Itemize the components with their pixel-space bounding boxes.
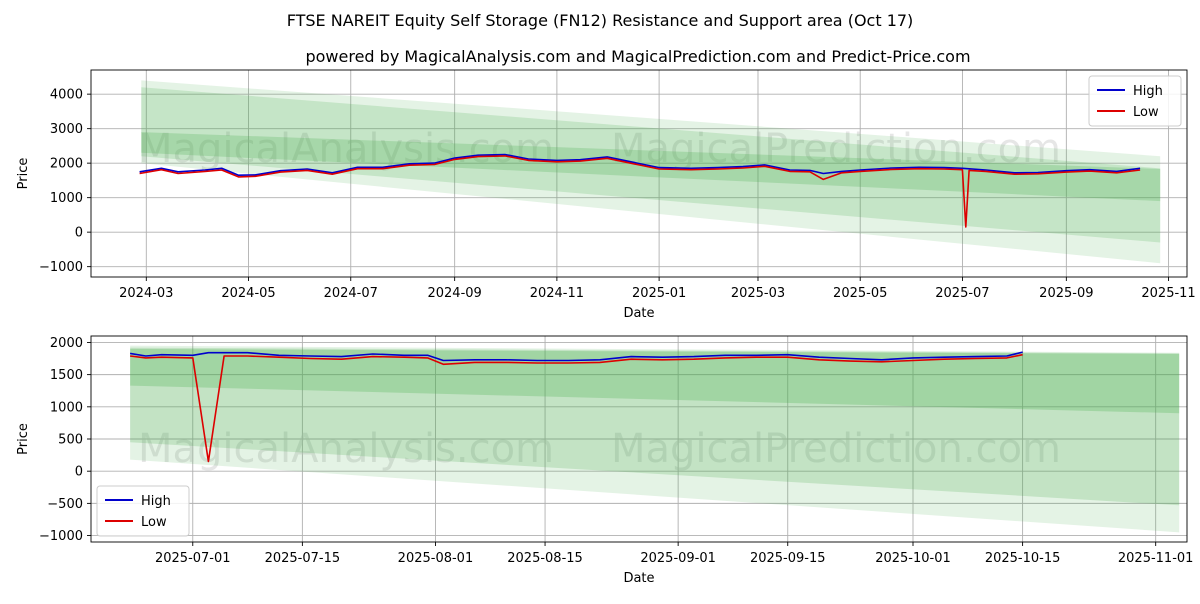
legend-label-low: Low — [1133, 105, 1159, 120]
y-tick-label: 0 — [75, 465, 83, 480]
x-tick-label: 2025-01 — [632, 286, 686, 301]
x-tick-label: 2024-11 — [530, 286, 584, 301]
x-tick-label: 2025-07-15 — [265, 551, 341, 566]
y-tick-label: −1000 — [39, 529, 83, 544]
support-resistance-band — [130, 348, 1180, 414]
watermark-left: MagicalAnalysis.com — [138, 126, 554, 172]
series-line-low — [139, 155, 1141, 228]
x-axis-label: Date — [623, 571, 654, 586]
plot-area — [139, 80, 1161, 264]
watermark-right: MagicalPrediction.com — [611, 426, 1061, 472]
y-tick-label: 0 — [75, 226, 83, 241]
y-tick-label: −1000 — [39, 260, 83, 275]
y-tick-label: 2000 — [50, 336, 83, 351]
series-line-low — [130, 353, 1023, 463]
y-axis-label: Price — [16, 158, 31, 190]
y-tick-label: 3000 — [50, 122, 83, 137]
legend: High Low — [1088, 75, 1182, 127]
legend: High Low — [96, 485, 190, 537]
x-tick-label: 2025-10-15 — [985, 551, 1061, 566]
y-tick-label: 4000 — [50, 88, 83, 103]
y-tick-label: 500 — [58, 433, 83, 448]
y-tick-label: −500 — [47, 497, 83, 512]
chart-subtitle: powered by MagicalAnalysis.com and Magic… — [305, 47, 970, 66]
x-tick-label: 2025-11-01 — [1118, 551, 1194, 566]
x-tick-label: 2025-09-15 — [750, 551, 826, 566]
plot-2: MagicalAnalysis.com MagicalPrediction.com… — [16, 335, 1194, 586]
support-resistance-band — [130, 345, 1180, 533]
y-tick-label: 1000 — [50, 191, 83, 206]
x-tick-label: 2024-05 — [221, 286, 275, 301]
x-tick-label: 2025-09-01 — [640, 551, 716, 566]
y-tick-label: 1000 — [50, 400, 83, 415]
x-tick-label: 2024-07 — [324, 286, 378, 301]
legend-label-low: Low — [141, 515, 167, 530]
x-axis-label: Date — [623, 306, 654, 321]
support-resistance-band — [141, 87, 1161, 243]
x-tick-label: 2025-07 — [935, 286, 989, 301]
plot-area — [129, 345, 1180, 533]
y-axis-label: Price — [16, 423, 31, 455]
support-resistance-band — [130, 347, 1180, 506]
x-tick-label: 2024-03 — [119, 286, 173, 301]
plot-1: MagicalAnalysis.com MagicalPrediction.com… — [16, 69, 1196, 321]
x-tick-label: 2025-10-01 — [875, 551, 951, 566]
support-resistance-band — [141, 80, 1161, 264]
x-tick-label: 2025-03 — [731, 286, 785, 301]
series-line-high — [129, 351, 1023, 362]
x-tick-label: 2025-11 — [1141, 286, 1195, 301]
legend-label-high: High — [1133, 84, 1163, 99]
axes-frame — [90, 69, 1188, 278]
legend-box — [96, 485, 190, 537]
x-tick-label: 2025-07-01 — [155, 551, 231, 566]
y-tick-label: 1500 — [50, 368, 83, 383]
series-line-high — [139, 153, 1141, 176]
x-tick-label: 2025-09 — [1039, 286, 1093, 301]
x-tick-label: 2024-09 — [427, 286, 481, 301]
x-tick-label: 2025-08-15 — [507, 551, 583, 566]
legend-label-high: High — [141, 494, 171, 509]
watermark-right: MagicalPrediction.com — [611, 126, 1061, 172]
chart-title: FTSE NAREIT Equity Self Storage (FN12) R… — [287, 11, 914, 30]
y-tick-label: 2000 — [50, 157, 83, 172]
x-tick-label: 2025-08-01 — [398, 551, 474, 566]
legend-box — [1088, 75, 1182, 127]
x-tick-label: 2025-05 — [833, 286, 887, 301]
